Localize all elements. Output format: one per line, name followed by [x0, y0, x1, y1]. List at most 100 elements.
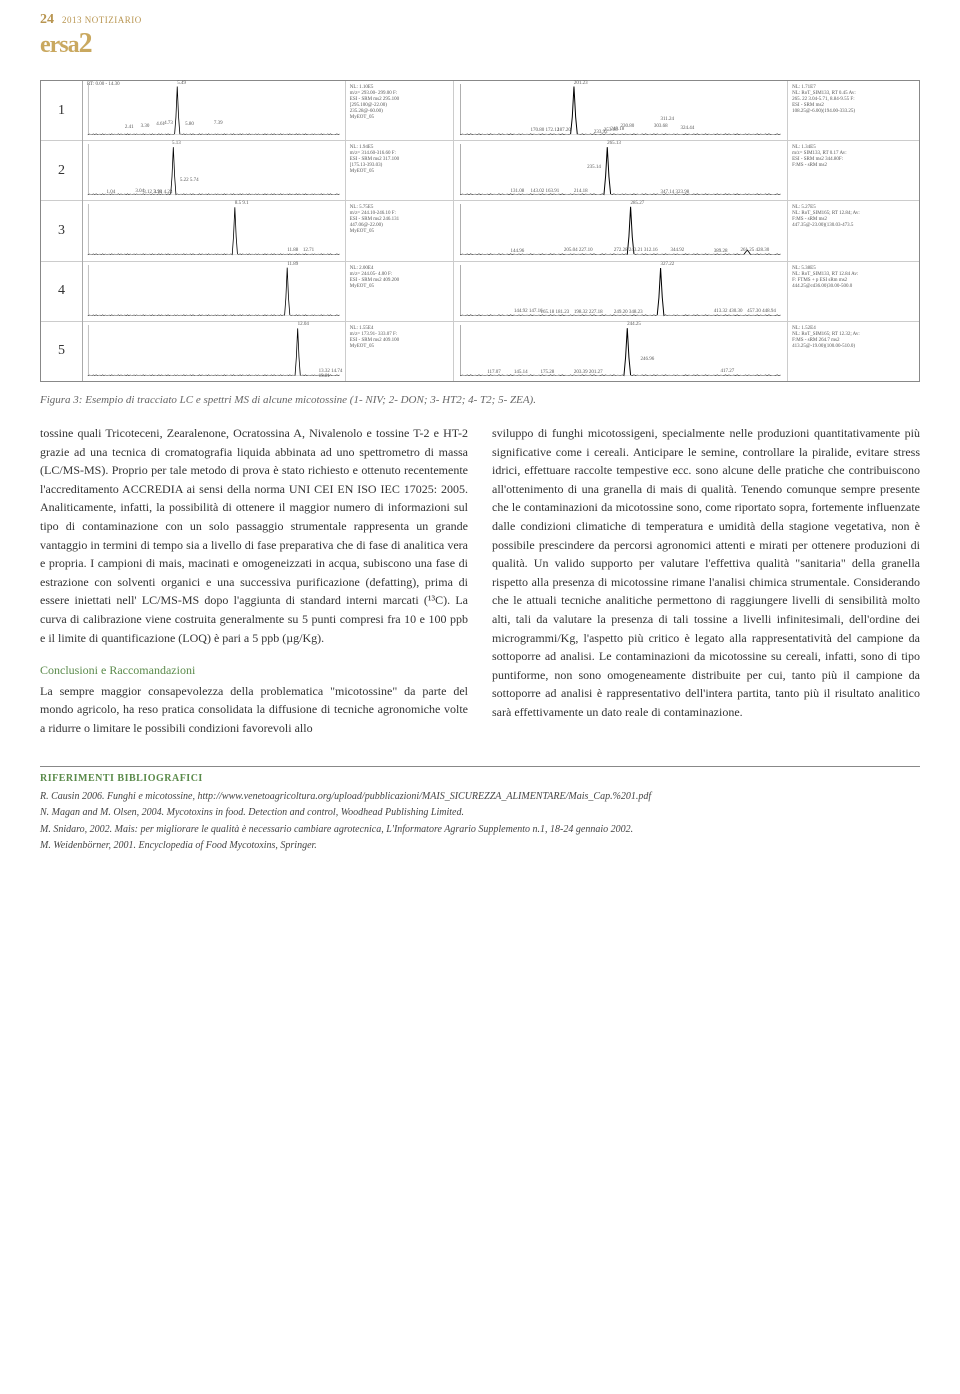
peak-label: 170.80 172.12 — [531, 128, 560, 133]
year-label: 2013 NOTIZIARIO — [62, 15, 142, 25]
ms-parameters: NL: 5.38E5NL: RoT_SIM133, RT 12.84 Av:F:… — [792, 266, 915, 290]
annotation-row: NL: 1.34E5m/z= SIM133, RT 0.17 Av:ESI - … — [788, 141, 919, 201]
peak-label: 413.32 430.30 — [714, 309, 743, 314]
figure-caption: Figura 3: Esempio di tracciato LC e spet… — [40, 394, 920, 406]
peak-label: 5.80 — [185, 122, 194, 127]
mid-annotations-column: NL: 1.10E5m/z= 293.00- 299.00 F:ESI - SR… — [345, 81, 453, 381]
trace-annotation: RT: 0.00 - 14.30 — [87, 82, 120, 88]
annotation-row: NL: 1.94E5m/z= 314.60-316.60 F:ESI - SRM… — [346, 141, 453, 201]
annotation-row: NL: 5.38E5NL: RoT_SIM133, RT 12.84 Av:F:… — [788, 262, 919, 322]
row-label: 5 — [41, 322, 82, 381]
trace-row: 327.22 144.92 147.16165.18 181.23 198.32 2… — [454, 262, 787, 322]
peak-label: 4.73 — [164, 121, 173, 126]
peak-label: 311.24 — [660, 117, 674, 122]
peak-label: 8.5 9.1 — [235, 201, 249, 206]
peak-label: 389.28 — [714, 249, 728, 254]
peak-label: 12.71 — [303, 248, 314, 253]
trace-row: 11.89 — [83, 262, 345, 322]
logo-suffix: 2 — [79, 28, 92, 59]
annotation-row: NL: 5.27E5NL: RoT_SIM165; RT 12.84; Av:F… — [788, 201, 919, 261]
reference-item: N. Magan and M. Olsen, 2004. Mycotoxins … — [40, 806, 920, 821]
ms-parameters: NL: 5.27E5NL: RoT_SIM165; RT 12.84; Av:F… — [792, 205, 915, 229]
peak-label: 131.08 — [511, 189, 525, 194]
peak-label: 324.44 — [680, 126, 694, 131]
ms-spectra-column: 201.23311.24230.80303.68253.16233.92187.… — [453, 81, 787, 381]
reference-item: M. Weidenbörner, 2001. Encyclopedia of F… — [40, 839, 920, 854]
ms-parameters: NL: 1.55E4m/z= 173.91- 333.07 F:ESI - SR… — [350, 326, 449, 350]
row-index-column: 12345 — [41, 81, 83, 381]
peak-label: 143.02 163.91 — [531, 189, 560, 194]
reference-item: R. Causin 2006. Funghi e micotossine, ht… — [40, 790, 920, 805]
trace-row: 201.23311.24230.80303.68253.16233.92187.… — [454, 81, 787, 141]
peak-label: 117.07 — [487, 370, 501, 375]
row-label: 4 — [41, 262, 82, 322]
peak-label: 175.28 — [541, 370, 555, 375]
article-body: tossine quali Tricoteceni, Zearalenone, … — [0, 424, 960, 738]
trace-row: 5.135.22 5.743.043.12 3.183.91 4.231.04 — [83, 141, 345, 201]
body-left-text: tossine quali Tricoteceni, Zearalenone, … — [40, 426, 468, 645]
references-title: RIFERIMENTI BIBLIOGRAFICI — [40, 773, 920, 784]
annotation-row: NL: 5.75E5m/z= 244.10-246.10 F:ESI - SRM… — [346, 201, 453, 261]
peak-label: 303.68 — [654, 124, 668, 129]
peak-label: 249.18 — [610, 127, 624, 132]
peak-label: 11.88 — [287, 248, 298, 253]
chromatogram-figure: 12345 RT: 0.00 - 14.305.494.612.413.304.… — [40, 80, 920, 382]
peak-label: 344.92 — [670, 248, 684, 253]
peak-label: 201.23 — [574, 81, 588, 86]
peak-label: 12.04 — [298, 322, 309, 327]
peak-label: 246.96 — [640, 357, 654, 362]
peak-label: 7.39 — [214, 121, 223, 126]
annotation-row: NL: 2.00E4m/z= 244.05- 4.00 F:ESI - SRM … — [346, 262, 453, 322]
ms-parameters: NL: 5.75E5m/z= 244.10-246.10 F:ESI - SRM… — [350, 205, 449, 235]
peak-label: 265.13 — [607, 141, 621, 146]
annotation-row: NL: 1.71E7NL: RoT_SIM133, RT 0.45 Av:265… — [788, 81, 919, 141]
peak-label: 5.22 5.74 — [180, 178, 199, 183]
references-list: R. Causin 2006. Funghi e micotossine, ht… — [40, 790, 920, 854]
trace-row: 8.5 9.1 11.88 12.71 — [83, 201, 345, 261]
peak-label: 272.28 243.21 312.16 — [614, 248, 658, 253]
row-label: 2 — [41, 141, 82, 201]
body-column-right: sviluppo di funghi micotossigeni, specia… — [492, 424, 920, 738]
peak-label: 205.04 227.10 — [564, 248, 593, 253]
lc-traces-column: RT: 0.00 - 14.305.494.612.413.304.735.80… — [83, 81, 345, 381]
references-block: RIFERIMENTI BIBLIOGRAFICI R. Causin 2006… — [40, 766, 920, 854]
peak-label: 261.25 428.30 — [740, 248, 769, 253]
body-column-left: tossine quali Tricoteceni, Zearalenone, … — [40, 424, 468, 738]
peak-label: 235.14 — [587, 165, 601, 170]
peak-label: 327.22 — [660, 262, 674, 267]
peak-label: 3.91 4.23 — [154, 190, 173, 195]
peak-label: 145.14 — [514, 370, 528, 375]
page-number: 24 — [40, 12, 54, 28]
peak-label: 417.27 — [720, 369, 734, 374]
trace-row: 265.13 235.14 131.08 143.02 163.91 214.18 347… — [454, 141, 787, 201]
peak-label: 144.92 147.16 — [514, 309, 543, 314]
peak-label: 203.39 201.27 — [574, 370, 603, 375]
peak-label: 198.32 227.18 — [574, 310, 603, 315]
peak-label: 347.14 323.98 — [660, 190, 689, 195]
peak-label: 244.25 — [627, 322, 641, 327]
references-rule — [40, 766, 920, 767]
trace-row: 12.04 13.32 14.74 13.81 — [83, 322, 345, 381]
peak-label: 165.18 181.23 — [541, 310, 570, 315]
row-label: 1 — [41, 81, 82, 141]
body-left-text-2: La sempre maggior consapevolezza della p… — [40, 684, 468, 735]
peak-label: 2.41 — [125, 125, 134, 130]
logo-prefix: ersa — [40, 32, 79, 58]
peak-label: 457.30 448.94 — [747, 309, 776, 314]
peak-label: 13.32 14.74 13.81 — [319, 369, 345, 379]
annotation-row: NL: 1.10E5m/z= 293.00- 299.00 F:ESI - SR… — [346, 81, 453, 141]
peak-label: 1.04 — [107, 190, 116, 195]
peak-label: 249.20 348.23 — [614, 310, 643, 315]
peak-label: 285.27 — [630, 201, 644, 206]
peak-label: 5.13 — [172, 141, 181, 146]
peak-label: 233.92 — [594, 130, 608, 135]
peak-label: 11.89 — [287, 262, 298, 267]
journal-logo: ersa2 — [40, 32, 92, 58]
peak-label: 144.96 — [511, 249, 525, 254]
peak-label: 3.30 — [141, 124, 150, 129]
ms-parameters: NL: 1.71E7NL: RoT_SIM133, RT 0.45 Av:265… — [792, 85, 915, 115]
peak-label: 214.18 — [574, 189, 588, 194]
ms-parameters: NL: 1.94E5m/z= 314.60-316.60 F:ESI - SRM… — [350, 145, 449, 175]
ms-parameters: NL: 1.10E5m/z= 293.00- 299.00 F:ESI - SR… — [350, 85, 449, 121]
annotation-row: NL: 1.55E4m/z= 173.91- 333.07 F:ESI - SR… — [346, 322, 453, 381]
